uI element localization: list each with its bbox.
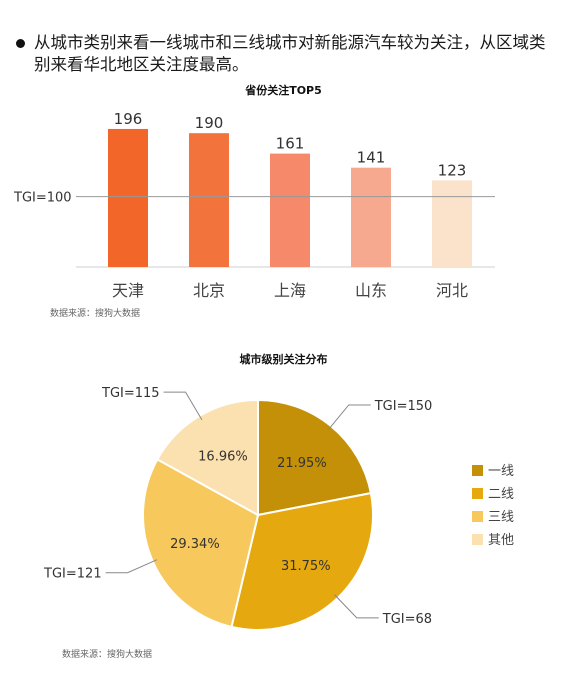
- bar-chart: 196 天津 190 北京 161 上海 141 山东 123 河北 TGI=100: [13, 110, 495, 300]
- bar-value-label: 141: [357, 149, 386, 167]
- bar-value-label: 196: [114, 110, 143, 128]
- pie-percent-label: 29.34%: [170, 537, 220, 552]
- bar-category-label: 天津: [112, 281, 144, 300]
- legend-swatch: [472, 534, 483, 545]
- pie-leader-line: [163, 391, 203, 421]
- bar-北京: [189, 133, 229, 267]
- legend-label: 三线: [488, 510, 514, 525]
- bar-value-label: 123: [438, 161, 467, 179]
- pie-percent-label: 31.75%: [281, 559, 331, 574]
- headline: 从城市类别来看一线城市和三线城市对新能源汽车较为关注，从区域类别来看华北地区关注…: [16, 32, 558, 76]
- bar-上海: [270, 153, 310, 267]
- bar-chart-title: 省份关注TOP5: [245, 84, 322, 97]
- bullet-icon: [16, 39, 25, 48]
- bar-category-label: 北京: [193, 281, 225, 300]
- bar-河北: [432, 180, 472, 267]
- pie-chart-title: 城市级别关注分布: [239, 353, 328, 366]
- legend-swatch: [472, 465, 483, 476]
- legend-swatch: [472, 488, 483, 499]
- pie-tgi-label: TGI=68: [382, 612, 432, 627]
- bar-value-label: 161: [276, 135, 305, 153]
- bar-天津: [108, 128, 148, 267]
- pie-leader-line: [334, 594, 379, 619]
- pie-percent-label: 16.96%: [198, 450, 248, 465]
- pie-chart: 21.95% 31.75% 29.34% 16.96% TGI=150 TGI=68 TGI…: [43, 386, 514, 631]
- pie-tgi-label: TGI=121: [43, 567, 102, 582]
- legend-swatch: [472, 511, 483, 522]
- headline-text: 从城市类别来看一线城市和三线城市对新能源汽车较为关注，从区域类别来看华北地区关注…: [34, 33, 546, 74]
- bar-category-label: 上海: [274, 281, 306, 300]
- pie-tgi-label: TGI=150: [374, 399, 433, 414]
- legend-label: 二线: [488, 487, 514, 502]
- bar-category-label: 河北: [436, 281, 468, 300]
- pie-leader-line: [327, 404, 371, 431]
- legend-label: 其他: [488, 533, 514, 548]
- bar-山东: [351, 167, 391, 267]
- bar-category-label: 山东: [355, 281, 387, 300]
- pie-tgi-label: TGI=115: [101, 386, 160, 401]
- tgi-reference-label: TGI=100: [13, 191, 72, 206]
- pie-leader-line: [105, 559, 158, 574]
- pie-percent-label: 21.95%: [277, 456, 327, 471]
- bar-value-label: 190: [195, 114, 224, 132]
- pie-chart-source: 数据来源：搜狗大数据: [62, 650, 153, 660]
- bar-chart-source: 数据来源：搜狗大数据: [50, 309, 141, 319]
- legend-label: 一线: [488, 464, 514, 479]
